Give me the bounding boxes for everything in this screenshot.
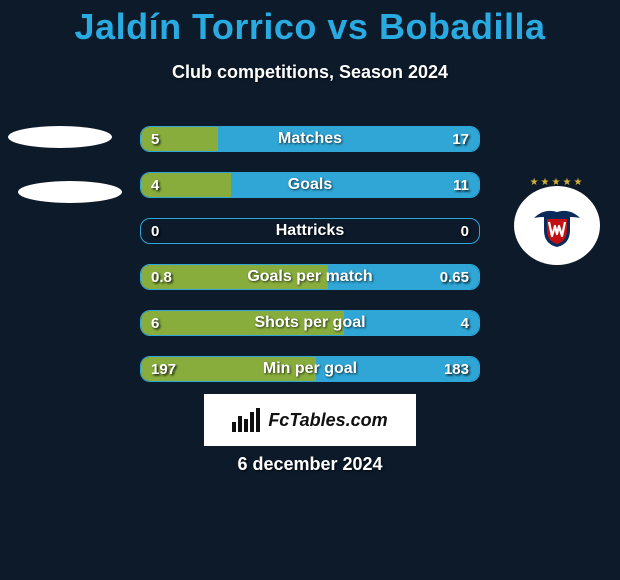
crest-shield-icon [532,204,582,248]
stat-row: Shots per goal64 [140,310,480,336]
page-title: Jaldín Torrico vs Bobadilla [0,0,620,48]
bar-fill-right [344,311,479,335]
left-avatar-placeholder-1 [8,126,112,148]
club-crest: ★★★★★ [507,177,607,265]
bar-fill-left [141,127,218,151]
date-label: 6 december 2024 [0,454,620,475]
bar-fill-left [141,311,344,335]
bar-fill-right [328,265,479,289]
stat-row: Matches517 [140,126,480,152]
stat-row: Goals411 [140,172,480,198]
bar-fill-left [141,357,316,381]
bar-fill-right [218,127,479,151]
bar-label: Hattricks [141,219,479,243]
bar-fill-left [141,173,231,197]
subtitle: Club competitions, Season 2024 [0,62,620,83]
bar-value-right: 0 [461,219,469,243]
left-avatar-placeholder-2 [18,181,122,203]
stats-bars: Matches517 Goals411 Hattricks0 0 Goals per m… [140,126,480,402]
bar-fill-right [231,173,479,197]
bar-value-left: 0 [151,219,159,243]
stat-row: Hattricks0 0 [140,218,480,244]
stat-row: Min per goal197183 [140,356,480,382]
stat-row: Goals per match0.80.65 [140,264,480,290]
crest-circle [514,186,600,265]
brand-text: FcTables.com [268,410,387,431]
bar-fill-right [316,357,479,381]
brand-box: FcTables.com [204,394,416,446]
root: Jaldín Torrico vs Bobadilla Club competi… [0,0,620,580]
brand-bars-icon [232,408,260,432]
bar-fill-left [141,265,328,289]
